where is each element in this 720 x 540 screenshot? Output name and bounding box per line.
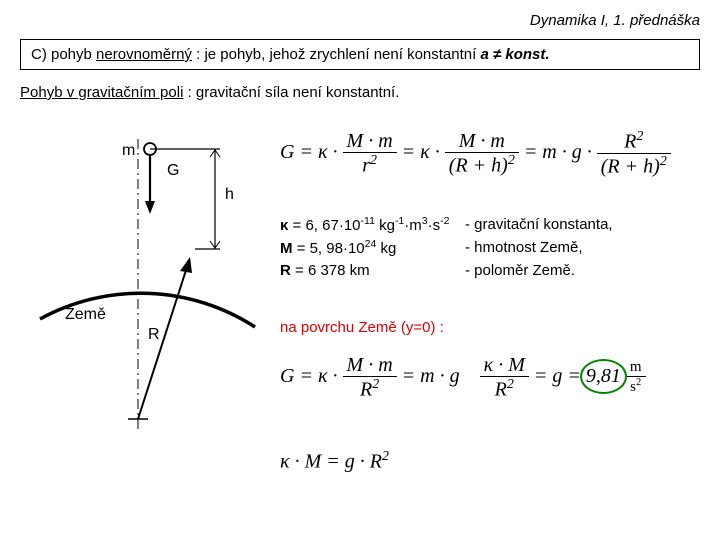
statement-rest: : gravitační síla není konstantní. [183,84,399,101]
kappa-desc: - gravitační konstanta, [465,214,613,237]
surface-formula: G = κ · M · mR2 = m · g κ · MR2 = g = 9,… [280,354,646,401]
content-area: m G h R Země G = κ · M · mr2 = κ · M · m… [20,119,700,519]
svg-text:G: G [167,162,179,179]
definition-box: C) pohyb nerovnoměrný : je pohyb, jehož … [20,39,700,70]
m-label: M [280,240,293,257]
kappa-exp: -11 [361,215,375,227]
kappa-u1: -1 [395,215,404,227]
r-label: R [280,262,291,279]
kappa-units-kg: kg [375,217,395,234]
kappa-value: = 6, 67·10 [288,217,360,234]
statement-line: Pohyb v gravitačním poli : gravitační sí… [20,84,700,101]
page-header: Dynamika I, 1. přednáška [20,12,700,29]
r-value: = 6 378 km [291,262,370,279]
m-units: kg [376,240,396,257]
svg-text:m: m [122,142,135,159]
box-rest: : je pohyb, jehož zrychlení není konstan… [192,46,481,63]
kappa-u2: ·m [404,217,422,234]
earth-diagram: m G h R Země [20,119,270,449]
kappa-u5: -2 [440,215,449,227]
kappa-u4: ·s [428,217,441,234]
m-exp: 24 [365,238,377,250]
g-value: 9,81 [586,365,621,387]
svg-text:R: R [148,326,160,343]
m-value: = 5, 98·10 [293,240,365,257]
svg-text:h: h [225,186,234,203]
statement-underlined: Pohyb v gravitačním poli [20,84,183,101]
surface-text: na povrchu Země (y=0) : [280,319,444,336]
r-desc: - poloměr Země. [465,260,575,282]
box-bold: a ≠ konst. [480,46,549,63]
bottom-formula: κ · M = g · R2 [280,449,389,474]
m-desc: - hmotnost Země, [465,237,583,260]
svg-text:Země: Země [65,306,106,323]
box-underlined: nerovnoměrný [96,46,192,63]
constants-block: κ = 6, 67·10-11 kg-1·m3·s-2 - gravitační… [280,214,613,281]
main-formula: G = κ · M · mr2 = κ · M · m(R + h)2 = m … [280,129,671,177]
box-label: C) pohyb [31,46,96,63]
